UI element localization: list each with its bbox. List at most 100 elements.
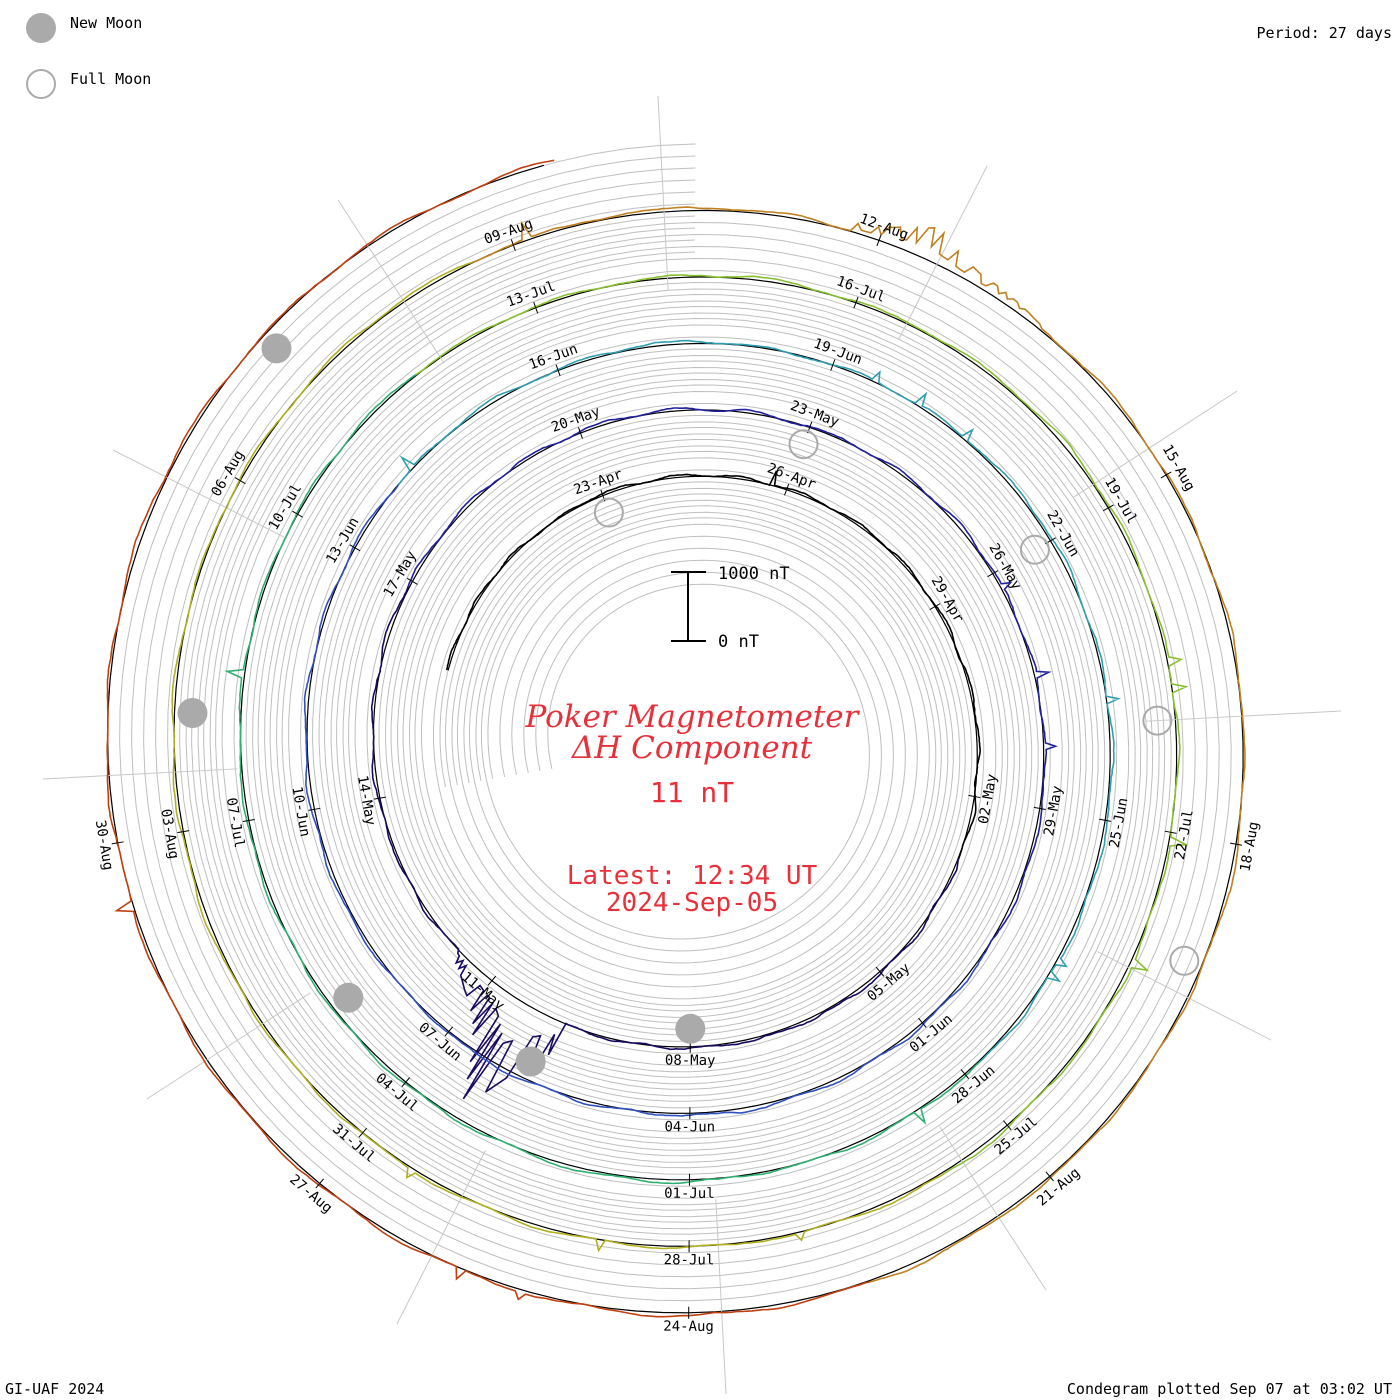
full-moon-marker — [593, 497, 624, 528]
date-tick — [111, 841, 124, 845]
date-label: 12-Aug — [857, 211, 910, 244]
grid-ring — [155, 191, 1196, 1266]
grid-spoke — [146, 992, 311, 1100]
date-tick — [1003, 1120, 1012, 1131]
date-tick — [510, 239, 516, 251]
date-label: 15-Aug — [1159, 442, 1198, 494]
period-label: Period: 27 days — [1257, 24, 1392, 42]
grid-ring — [143, 179, 1208, 1278]
grid-spoke — [898, 165, 988, 340]
delta-h-trace — [397, 339, 1121, 1062]
date-tick — [1164, 830, 1177, 834]
delta-h-trace — [445, 470, 981, 860]
date-label: 19-Jul — [1101, 475, 1140, 527]
date-tick — [292, 510, 304, 518]
date-label: 24-Aug — [663, 1319, 714, 1335]
grid-ring — [119, 155, 1232, 1302]
full-moon-marker — [1169, 945, 1200, 976]
date-label: 18-Aug — [1237, 820, 1262, 873]
date-tick — [533, 301, 539, 314]
date-tick — [968, 794, 981, 799]
date-tick — [1045, 1171, 1054, 1182]
grid-ring — [203, 239, 1148, 1218]
date-tick — [444, 1026, 454, 1037]
grid-ring — [131, 167, 1220, 1290]
full-moon-legend-label: Full Moon — [70, 70, 151, 88]
new-moon-marker — [261, 333, 292, 364]
new-moon-legend-label: New Moon — [70, 14, 142, 32]
date-label: 03-Aug — [157, 808, 181, 861]
footer-credit: GI-UAF 2024 — [5, 1380, 104, 1398]
grid-spoke — [396, 1150, 486, 1325]
date-label: 04-Jun — [664, 1119, 715, 1135]
delta-h-trace — [415, 274, 1189, 1174]
new-moon-marker — [177, 698, 208, 728]
date-tick — [1033, 806, 1046, 810]
date-tick — [308, 807, 321, 811]
date-label: 28-Jul — [664, 1252, 715, 1268]
scale-top-label: 1000 nT — [718, 564, 790, 584]
grid-spoke — [1097, 951, 1272, 1041]
date-tick — [406, 577, 418, 585]
date-tick — [401, 1077, 411, 1087]
date-tick — [1099, 818, 1112, 822]
grid-ring — [215, 251, 1136, 1206]
date-tick — [1160, 471, 1172, 479]
date-tick — [853, 296, 859, 309]
date-tick — [234, 477, 246, 485]
delta-h-trace — [224, 374, 981, 1185]
date-label: 01-Jul — [664, 1186, 715, 1202]
full-moon-marker — [788, 429, 819, 460]
full-moon-legend-icon — [26, 69, 56, 99]
chart-subtitle: ΔH Component — [571, 730, 813, 766]
latest-time: Latest: 12:34 UT — [567, 861, 818, 891]
scale-bottom-label: 0 nT — [718, 632, 759, 652]
new-moon-marker — [333, 982, 364, 1013]
delta-h-trace — [472, 206, 1246, 1283]
footer-plotted: Condegram plotted Sep 07 at 03:02 UT — [1067, 1380, 1392, 1398]
new-moon-marker — [675, 1013, 706, 1044]
grid-spoke — [112, 449, 287, 539]
grid-spoke — [657, 95, 669, 291]
date-tick — [876, 234, 882, 247]
grid-ring — [167, 203, 1184, 1254]
date-tick — [1230, 842, 1243, 846]
date-tick — [555, 364, 561, 377]
grid-spoke — [715, 1199, 727, 1395]
full-moon-marker — [1142, 705, 1173, 736]
date-tick — [577, 427, 583, 439]
date-tick — [929, 603, 941, 611]
grid-spoke — [939, 1126, 1047, 1291]
date-label: 25-Jun — [1107, 797, 1132, 850]
date-label: 09-Aug — [482, 216, 535, 248]
new-moon-legend-icon — [26, 13, 56, 43]
grid-ring — [179, 215, 1172, 1242]
date-tick — [960, 1069, 970, 1079]
date-tick — [373, 796, 386, 800]
grid-spoke — [42, 768, 238, 780]
date-label: 29-May — [1041, 785, 1066, 838]
date-tick — [830, 359, 836, 371]
latest-value: 11 nT — [650, 776, 734, 809]
date-label: 02-May — [976, 773, 1001, 826]
delta-h-trace — [171, 261, 946, 1253]
date-tick — [987, 570, 999, 578]
grid-rings — [106, 143, 1244, 1314]
date-tick — [358, 1127, 368, 1138]
date-tick — [177, 830, 190, 834]
full-moon-marker — [1019, 534, 1050, 565]
grid-spoke — [1146, 710, 1342, 722]
date-label: 16-Jul — [834, 273, 887, 306]
delta-h-trace — [303, 484, 986, 1117]
grid-spokes — [42, 95, 1342, 1395]
grid-ring — [191, 227, 1160, 1230]
date-tick — [315, 1178, 324, 1189]
date-labels: 23-Apr 26-Apr29-Apr02-May05-May08-May11-M… — [92, 211, 1262, 1335]
date-tick — [487, 975, 497, 986]
date-label: 08-May — [665, 1053, 716, 1069]
grid-spoke — [1073, 390, 1238, 498]
chart-title: Poker Magnetometer — [525, 699, 861, 735]
date-label: 14-May — [354, 774, 378, 827]
delta-h-trace — [106, 159, 871, 1318]
